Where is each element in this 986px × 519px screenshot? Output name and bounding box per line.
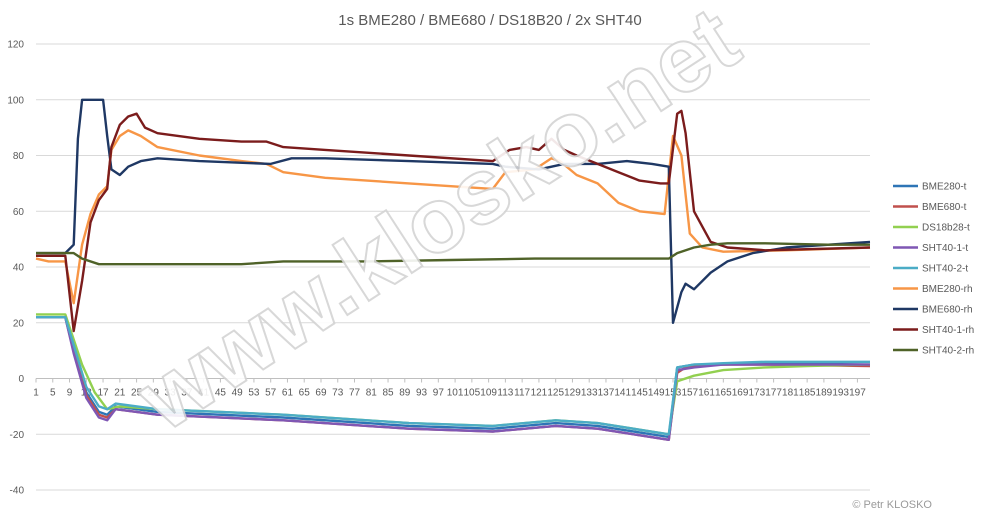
- x-tick-label: 169: [732, 388, 749, 399]
- x-tick-label: 53: [248, 388, 260, 399]
- x-tick-label: 45: [215, 388, 227, 399]
- copyright-note: © Petr KLOSKO: [852, 499, 932, 511]
- series-lines: [35, 98, 871, 441]
- legend-label-sht40-2-t: SHT40-2-t: [922, 264, 968, 275]
- x-tick-label: 149: [648, 388, 665, 399]
- x-tick-label: 77: [349, 388, 361, 399]
- x-tick-label: 145: [631, 388, 648, 399]
- x-tick-label: 125: [547, 388, 564, 399]
- series-line-sht40-2-t: [36, 316, 870, 436]
- x-tick-label: 173: [749, 388, 766, 399]
- x-tick-label: 97: [433, 388, 445, 399]
- x-tick-label: 121: [531, 388, 548, 399]
- x-tick-label: 37: [181, 388, 193, 399]
- x-tick-label: 177: [765, 388, 782, 399]
- x-tick-label: 25: [131, 388, 143, 399]
- legend: BME280-t BME680-t DS18b28-t SHT40-1-t SHT40-…: [893, 182, 974, 357]
- x-tick-label: 161: [698, 388, 715, 399]
- x-tick-label: 29: [148, 388, 160, 399]
- x-tick-label: 81: [366, 388, 378, 399]
- legend-label-sht40-1-rh: SHT40-1-rh: [922, 325, 974, 336]
- series-line-bme680-rh: [36, 98, 871, 324]
- y-tick-label: 80: [13, 151, 25, 162]
- y-tick-label: 100: [7, 95, 24, 106]
- x-tick-label: 109: [480, 388, 497, 399]
- x-tick-label: 113: [497, 388, 513, 399]
- x-tick-label: 137: [598, 388, 615, 399]
- y-tick-label: 60: [13, 207, 25, 218]
- x-tick-label: 49: [232, 388, 244, 399]
- x-tick-label: 61: [282, 388, 294, 399]
- x-tick-label: 85: [382, 388, 394, 399]
- x-tick-label: 73: [332, 388, 344, 399]
- x-tick-label: 185: [799, 388, 816, 399]
- x-tick-label: 197: [849, 388, 866, 399]
- x-tick-label: 1: [33, 388, 39, 399]
- x-tick-label: 189: [816, 388, 833, 399]
- x-tick-label: 21: [114, 388, 126, 399]
- legend-label-sht40-2-rh: SHT40-2-rh: [922, 346, 974, 357]
- x-tick-label: 157: [681, 388, 698, 399]
- x-tick-label: 133: [581, 388, 598, 399]
- gridlines: [36, 43, 870, 491]
- legend-label-ds18b28-t: DS18b28-t: [922, 223, 970, 234]
- x-tick-label: 5: [50, 388, 56, 399]
- x-tick-label: 33: [165, 388, 177, 399]
- legend-label-bme280-rh: BME280-rh: [922, 284, 973, 295]
- x-tick-label: 165: [715, 388, 732, 399]
- y-tick-label: -20: [10, 430, 25, 441]
- x-tick-label: 9: [67, 388, 73, 399]
- legend-label-bme680-rh: BME680-rh: [922, 305, 973, 316]
- legend-label-bme680-t: BME680-t: [922, 202, 967, 213]
- y-tick-label: 0: [18, 374, 24, 385]
- series-line-sht40-1-rh: [36, 109, 871, 333]
- chart-title: 1s BME280 / BME680 / DS18B20 / 2x SHT40: [338, 12, 642, 29]
- x-tick-label: 117: [514, 388, 530, 399]
- x-tick-label: 57: [265, 388, 277, 399]
- x-tick-label: 69: [315, 388, 327, 399]
- x-tick-label: 41: [198, 388, 210, 399]
- legend-label-bme280-t: BME280-t: [922, 182, 967, 193]
- x-tick-label: 65: [299, 388, 311, 399]
- x-tick-label: 89: [399, 388, 411, 399]
- x-tick-label: 93: [416, 388, 428, 399]
- x-axis-tick-labels: 1 5 9 13 17 21 25 29 33 37 41 45 49 53 57 61 65 69 73 77 81 8…: [33, 378, 866, 399]
- y-axis-tick-labels: -40 -20 0 20 40 60 80 100 120: [7, 40, 24, 497]
- y-tick-label: 20: [13, 318, 25, 329]
- y-tick-label: 120: [7, 40, 24, 51]
- x-tick-label: 181: [782, 388, 799, 399]
- x-tick-label: 129: [564, 388, 581, 399]
- series-line-sht40-2-rh: [36, 242, 870, 266]
- y-tick-label: 40: [13, 263, 25, 274]
- y-tick-label: -40: [10, 486, 25, 497]
- legend-label-sht40-1-t: SHT40-1-t: [922, 243, 968, 254]
- x-tick-label: 141: [614, 388, 631, 399]
- x-tick-label: 17: [97, 388, 109, 399]
- x-tick-label: 193: [832, 388, 849, 399]
- series-line-sht40-1-t: [36, 316, 870, 441]
- x-tick-label: 101: [447, 388, 464, 399]
- x-tick-label: 105: [464, 388, 481, 399]
